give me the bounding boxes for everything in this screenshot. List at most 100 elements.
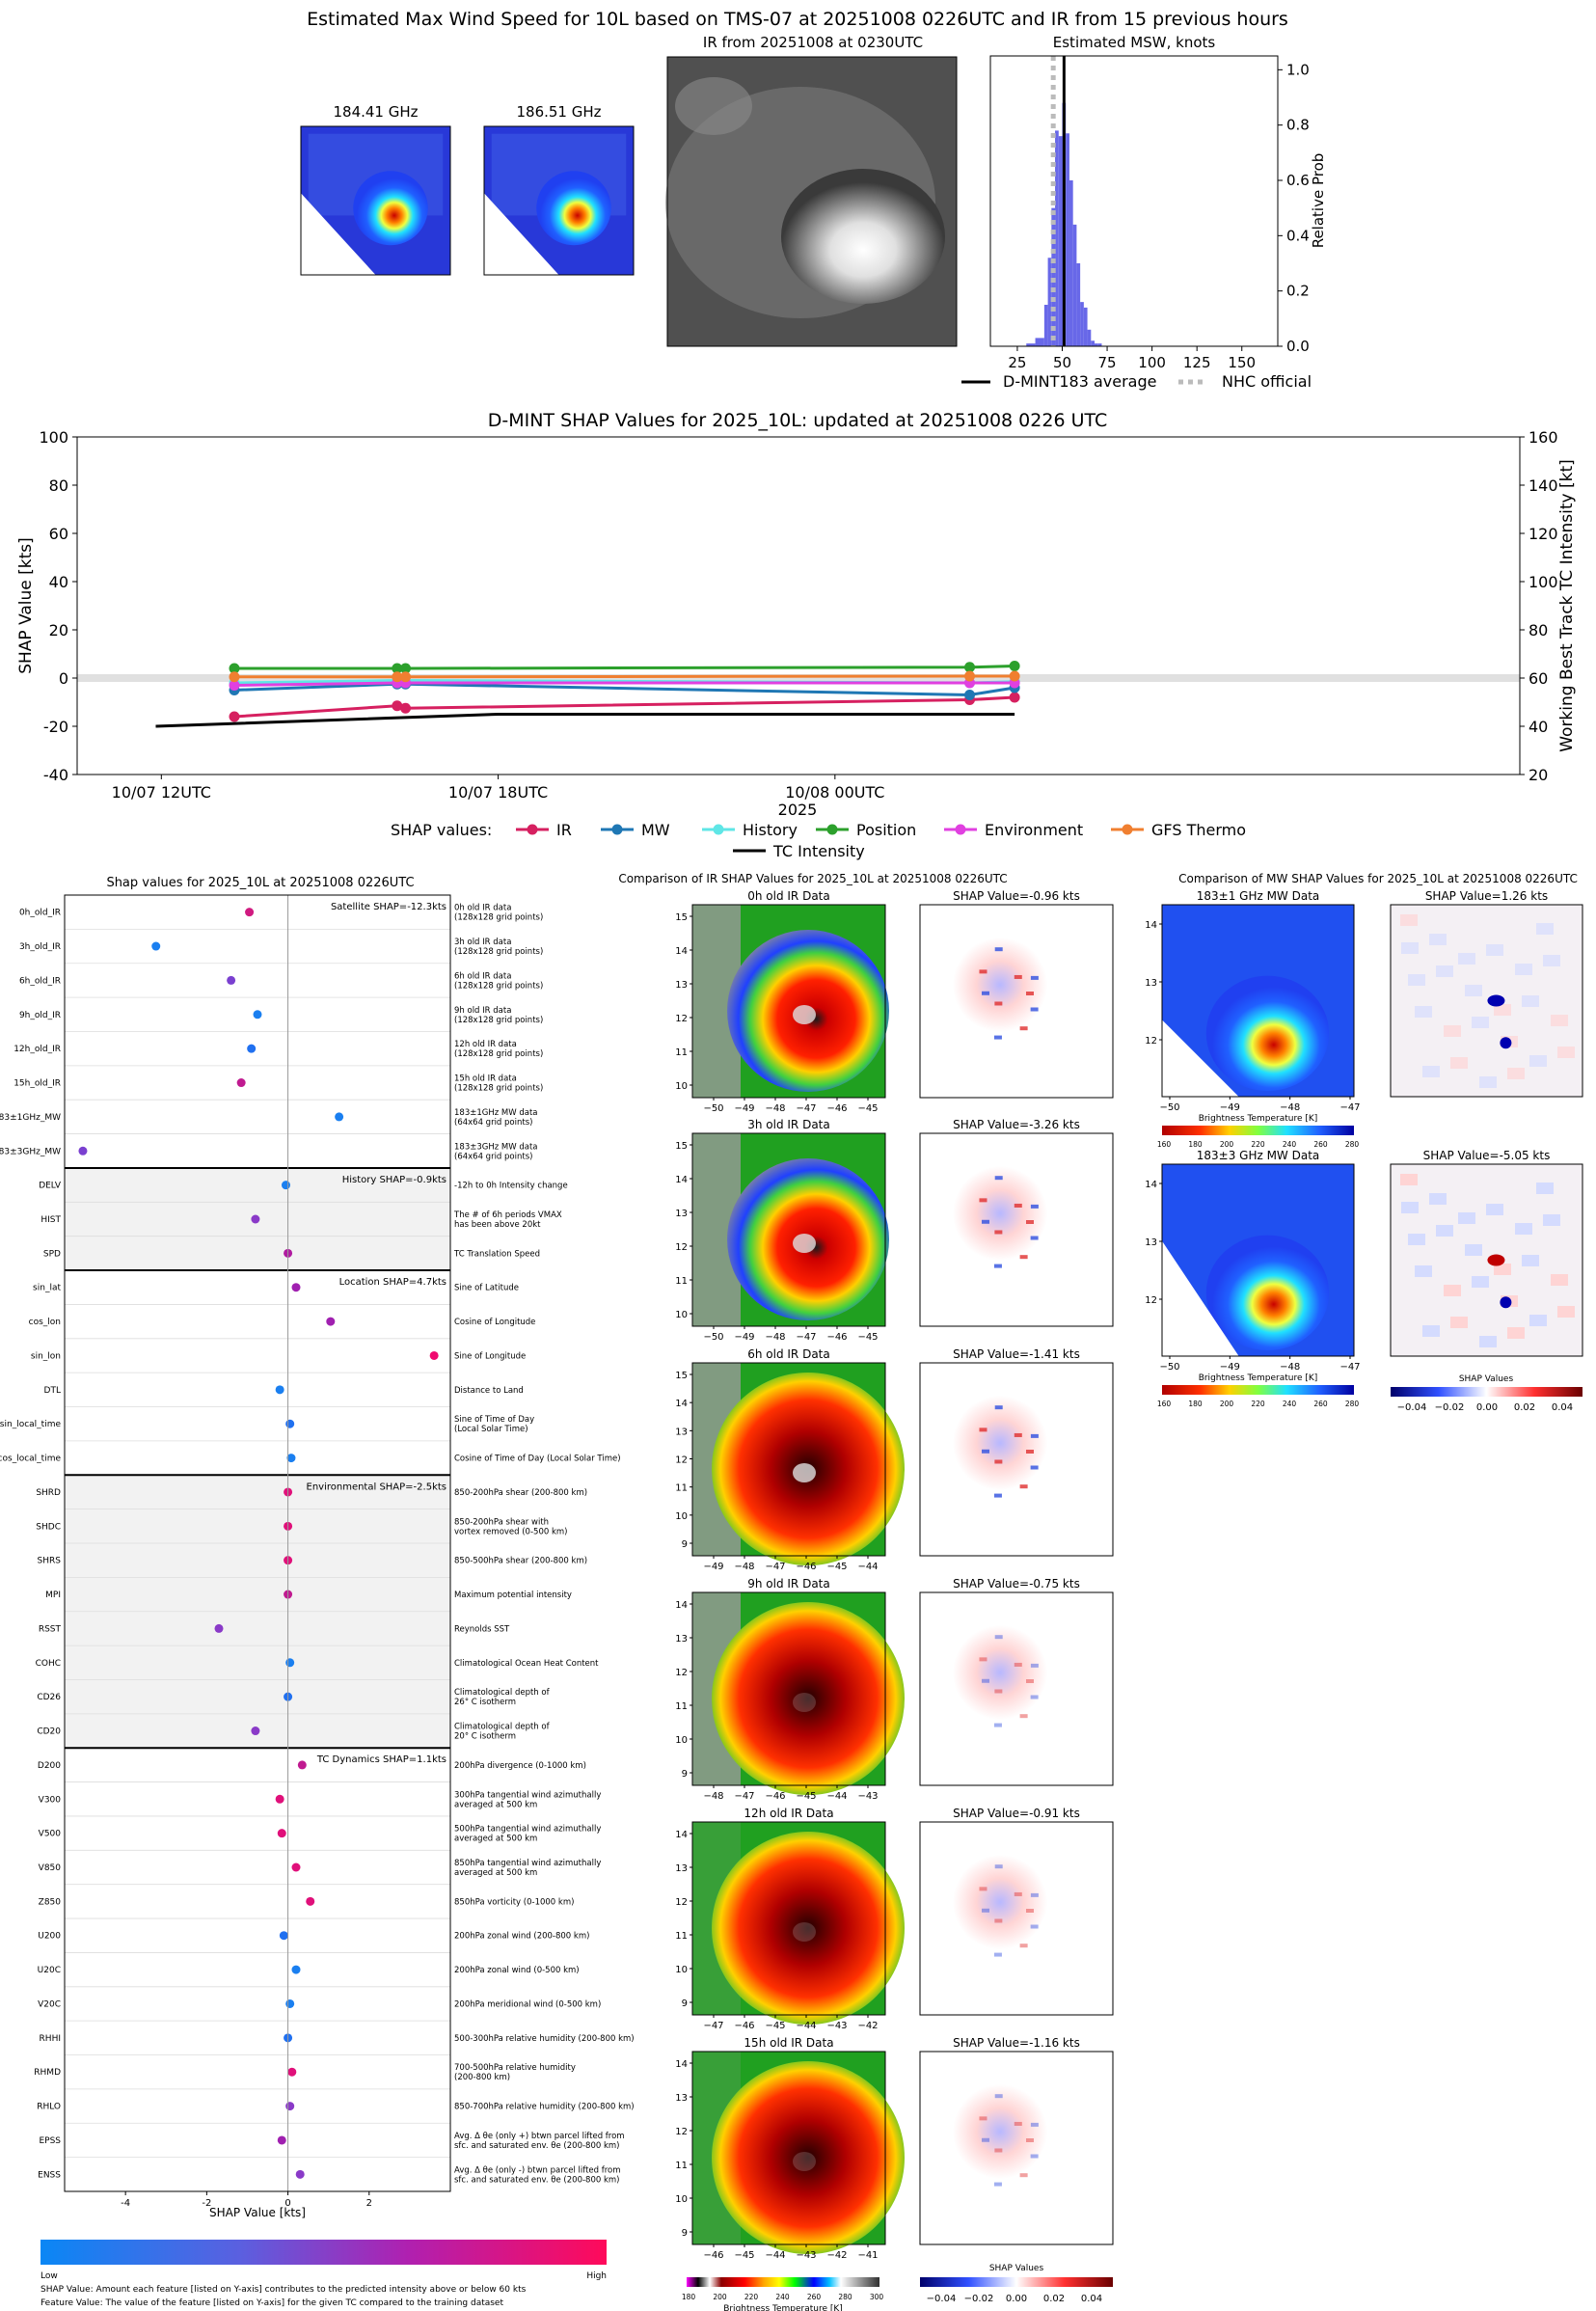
mw-shap-blob bbox=[1472, 1017, 1489, 1028]
feature-desc: (Local Solar Time) bbox=[454, 1425, 528, 1434]
ir-shap-title-1: SHAP Value=-3.26 kts bbox=[953, 1118, 1080, 1131]
feature-name: 12h_old_IR bbox=[14, 1045, 61, 1054]
mw-panel-xtick-label: −49 bbox=[1220, 1362, 1240, 1373]
ir-shap-blob bbox=[982, 1678, 990, 1683]
ir-panel-xtick-label: −47 bbox=[796, 1103, 816, 1114]
feature-name: MPI bbox=[45, 1591, 61, 1600]
feature-name: ENSS bbox=[38, 2170, 61, 2180]
mw-panel-xtick-label: −48 bbox=[1280, 1102, 1300, 1113]
feature-name: D200 bbox=[38, 1761, 61, 1771]
series-point-ir bbox=[400, 702, 412, 714]
ir-panel-ytick-label: 11 bbox=[675, 2161, 688, 2171]
mw-colorbar-tick: 240 bbox=[1283, 1140, 1297, 1149]
mw-shap-field bbox=[1391, 1164, 1582, 1356]
feature-desc: 26° C isotherm bbox=[454, 1698, 516, 1707]
mw-colorbar-tick: 160 bbox=[1157, 1140, 1172, 1149]
mw-shap-core-b bbox=[1500, 1296, 1512, 1309]
mw-shap-blob bbox=[1465, 1244, 1482, 1256]
ir-shap-pattern bbox=[939, 1153, 1074, 1288]
mw-panel-title: Comparison of MW SHAP Values for 2025_10… bbox=[1178, 872, 1578, 885]
feature-shap-point bbox=[285, 1998, 295, 2008]
mw-panel-warm bbox=[1205, 975, 1330, 1092]
ir-panel-ytick-label: 10 bbox=[675, 1310, 688, 1320]
feature-name: COHC bbox=[36, 1659, 61, 1669]
ir-panel-frame bbox=[691, 1132, 886, 1327]
series-point-gfs-thermo bbox=[964, 670, 976, 682]
mw-shap-colorbar-tick: 0.02 bbox=[1514, 1402, 1535, 1413]
hist-bar bbox=[1091, 340, 1096, 346]
feature-colorbar-high: High bbox=[586, 2271, 607, 2281]
feature-desc: 700-500hPa relative humidity bbox=[454, 2063, 576, 2073]
hist-ytick-label: 0.8 bbox=[1286, 117, 1310, 134]
ir-shap-blob bbox=[982, 2137, 990, 2142]
series-point-ir bbox=[229, 711, 240, 722]
series-line-mw bbox=[233, 682, 1015, 697]
ir-shap-colorbar bbox=[920, 2277, 1113, 2287]
feature-shap-point bbox=[253, 1010, 262, 1020]
mw-shap-blob bbox=[1450, 1317, 1468, 1328]
feature-desc: Climatological Ocean Heat Content bbox=[454, 1659, 599, 1669]
hist-xtick-label: 100 bbox=[1138, 354, 1166, 371]
ir-colorbar-tick: 220 bbox=[744, 2293, 759, 2301]
feature-shap-point bbox=[291, 1862, 301, 1872]
mw-shap-title-0: SHAP Value=1.26 kts bbox=[1425, 889, 1548, 903]
feature-shap-point bbox=[295, 2169, 305, 2179]
feature-desc: averaged at 500 km bbox=[454, 1835, 537, 1844]
ir-colorbar-tick: 200 bbox=[713, 2293, 727, 2301]
feature-group-label: Satellite SHAP=-12.3kts bbox=[331, 902, 446, 912]
feature-name: U20C bbox=[38, 1966, 61, 1975]
series-point-environment bbox=[229, 680, 240, 691]
feature-desc: Avg. Δ θe (only +) btwn parcel lifted fr… bbox=[454, 2132, 625, 2141]
mw-shap-colorbar-tick: −0.02 bbox=[1435, 1402, 1465, 1413]
mw-shap-blob bbox=[1557, 1306, 1575, 1318]
hist-bar bbox=[1026, 343, 1036, 346]
ir-shap-colorbar-tick: 0.00 bbox=[1006, 2294, 1027, 2304]
shap-xtick-label: 10/08 00UTC bbox=[785, 783, 884, 802]
ir-panel-xtick-label: −44 bbox=[857, 1562, 878, 1572]
series-point-gfs-thermo bbox=[1009, 670, 1020, 682]
mw-shap-blob bbox=[1444, 1285, 1461, 1296]
series-point-position bbox=[1009, 661, 1020, 671]
feature-desc: Avg. Δ θe (only -) btwn parcel lifted fr… bbox=[454, 2165, 621, 2175]
hist-bar bbox=[1083, 307, 1088, 346]
mw-shap-blob bbox=[1543, 1214, 1560, 1226]
shap-legend-marker bbox=[955, 824, 966, 835]
ir-panel-ytick-label: 13 bbox=[675, 1634, 688, 1645]
hist-bar bbox=[1087, 329, 1092, 346]
ir-shap-blob bbox=[1014, 1203, 1022, 1208]
ir-shap-blob bbox=[982, 1908, 990, 1913]
feature-desc: 20° C isotherm bbox=[454, 1732, 516, 1742]
feature-desc: 850hPa tangential wind azimuthally bbox=[454, 1859, 601, 1868]
shap-legend-label: History bbox=[743, 821, 798, 839]
shap-ytick-label: 20 bbox=[49, 621, 68, 639]
mw-shap-blob bbox=[1486, 1204, 1503, 1215]
series-point-position bbox=[964, 662, 976, 673]
mw-shap-blob bbox=[1522, 995, 1539, 1007]
hist-bar bbox=[1058, 136, 1063, 346]
ir-cloud-nw bbox=[675, 77, 752, 135]
feature-name: DELV bbox=[39, 1182, 62, 1191]
ir-shap-title-2: SHAP Value=-1.41 kts bbox=[953, 1347, 1080, 1361]
ir-shap-blob bbox=[1014, 1891, 1022, 1896]
ir-colorbar bbox=[687, 2277, 879, 2287]
mw-panel-ytick-label: 12 bbox=[1145, 1295, 1157, 1306]
feature-xlabel: SHAP Value [kts] bbox=[209, 2206, 306, 2219]
ir-panel-xtick-label: −43 bbox=[826, 2021, 847, 2031]
ir-shap-blob bbox=[1019, 1944, 1028, 1948]
feature-name: V850 bbox=[39, 1863, 62, 1873]
hist-bar bbox=[1076, 263, 1081, 346]
ir-panel-ytick-label: 15 bbox=[675, 1371, 688, 1381]
mw-shap-blob bbox=[1515, 964, 1532, 975]
shap-ytick-label: 0 bbox=[59, 669, 68, 688]
shap-legend-marker bbox=[826, 824, 838, 835]
hist-ytick-label: 1.0 bbox=[1286, 61, 1310, 78]
hist-xtick-label: 125 bbox=[1183, 354, 1211, 371]
mw-panel-title-0: 183±1 GHz MW Data bbox=[1197, 889, 1320, 903]
shap-legend-label: Position bbox=[856, 821, 916, 839]
hist-title: Estimated MSW, knots bbox=[1053, 34, 1216, 51]
ir-shap-blob bbox=[994, 1176, 1003, 1181]
feature-name: DTL bbox=[44, 1386, 61, 1396]
mw-shap-blob bbox=[1429, 934, 1447, 945]
feature-shap-point bbox=[286, 1454, 296, 1463]
mw-panel-ytick-label: 13 bbox=[1145, 1237, 1157, 1248]
